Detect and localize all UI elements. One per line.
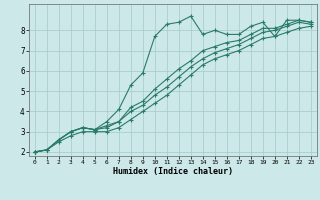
X-axis label: Humidex (Indice chaleur): Humidex (Indice chaleur) [113, 167, 233, 176]
